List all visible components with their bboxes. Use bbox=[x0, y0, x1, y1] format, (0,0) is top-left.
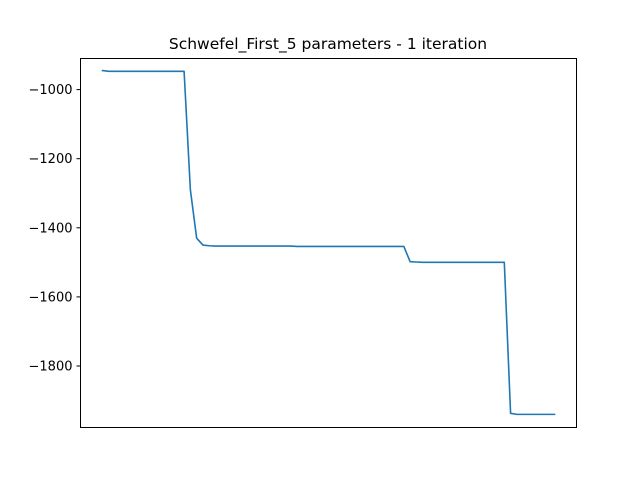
plot-frame bbox=[80, 58, 577, 428]
y-tick-label: −1000 bbox=[29, 83, 73, 98]
y-tick-label: −1200 bbox=[29, 152, 73, 167]
y-axis: −1000 −1200 −1400 −1600 −1800 bbox=[29, 83, 81, 375]
y-tick-label: −1400 bbox=[29, 221, 73, 236]
y-tick-label: −1800 bbox=[29, 360, 73, 375]
chart-title: Schwefel_First_5 parameters - 1 iteratio… bbox=[169, 35, 487, 54]
y-tick-label: −1600 bbox=[29, 290, 73, 305]
series-line bbox=[101, 69, 556, 416]
